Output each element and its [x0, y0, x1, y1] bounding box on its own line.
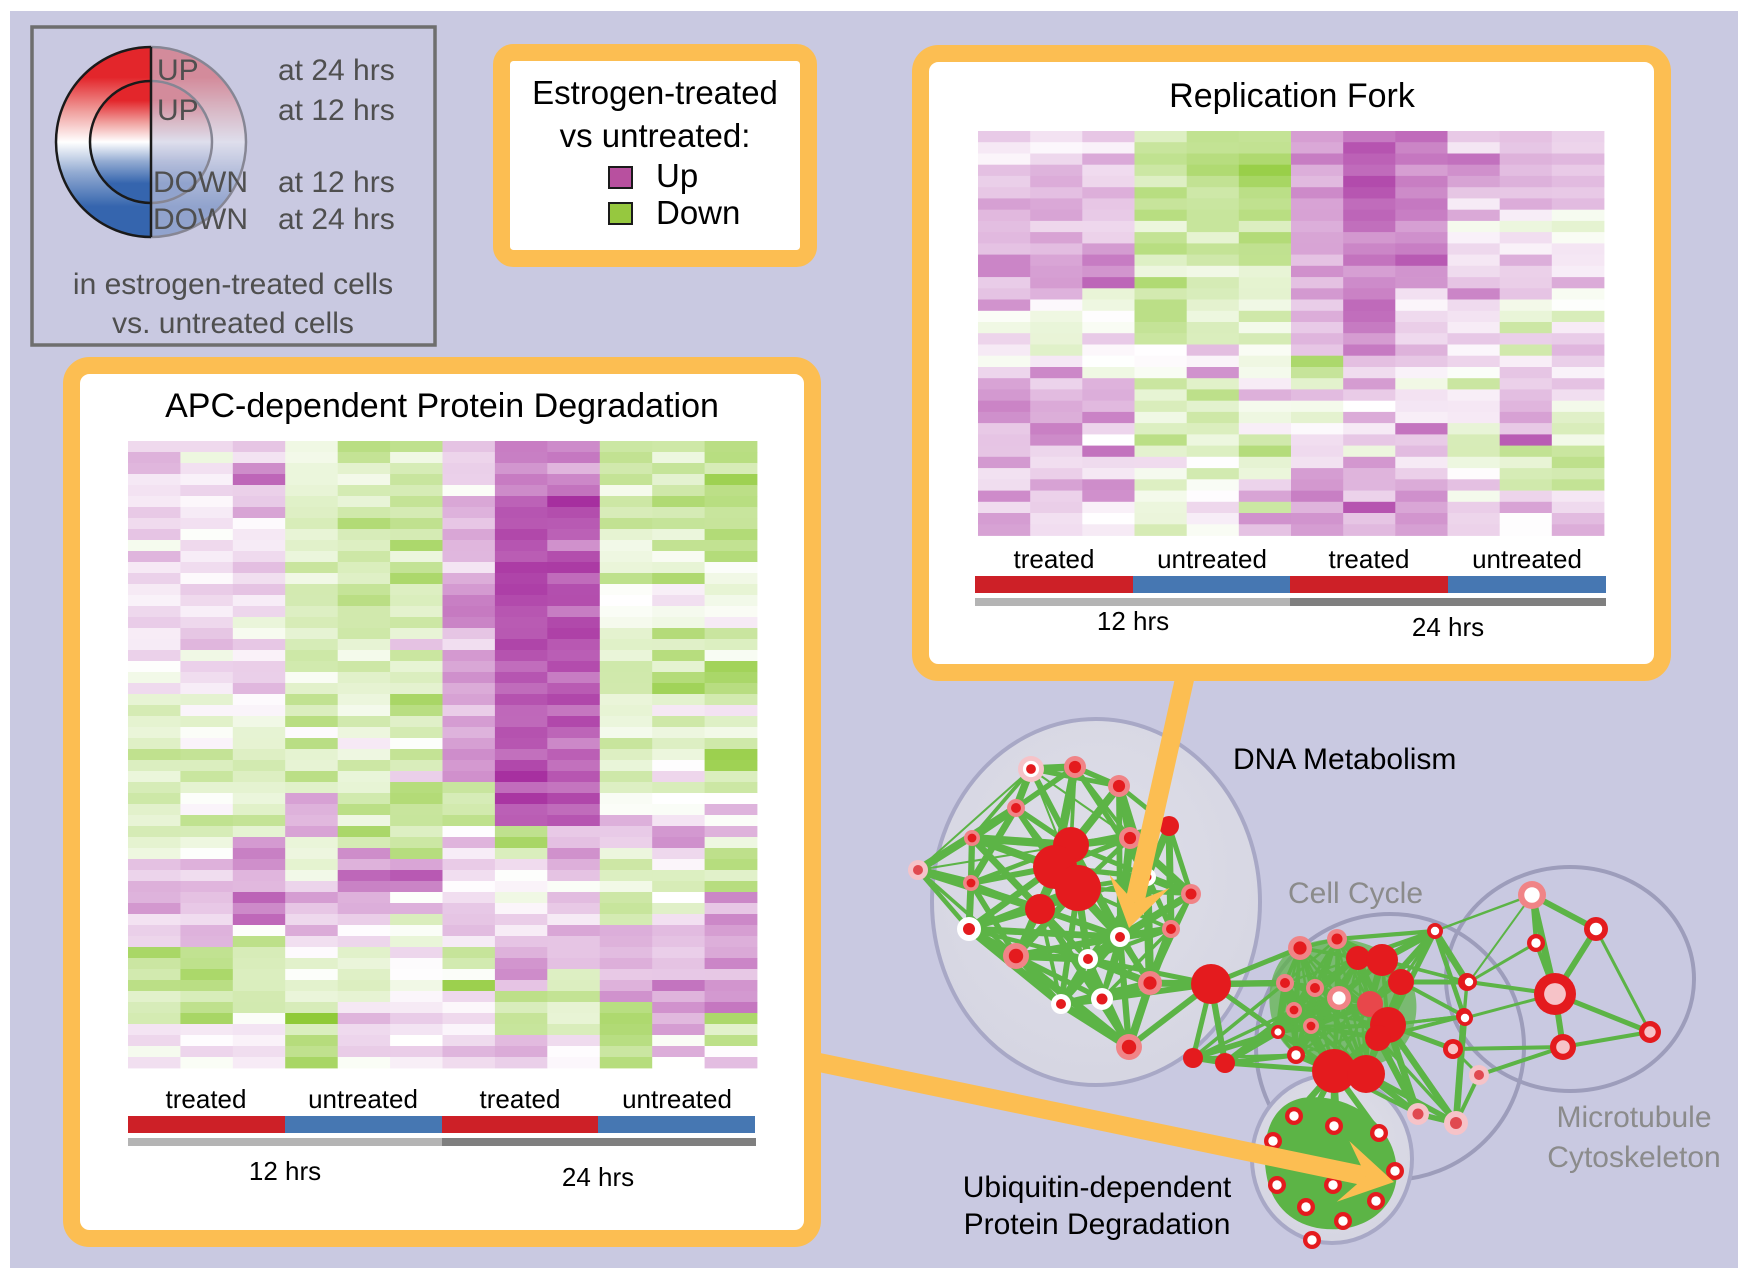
svg-text:at 12 hrs: at 12 hrs [278, 166, 395, 199]
svg-text:Up: Up [656, 157, 698, 194]
svg-text:DOWN: DOWN [153, 166, 248, 199]
svg-text:Estrogen-treated: Estrogen-treated [532, 74, 778, 111]
svg-text:UP: UP [157, 94, 199, 127]
svg-text:at 24 hrs: at 24 hrs [278, 54, 395, 87]
svg-text:Cytoskeleton: Cytoskeleton [1547, 1141, 1720, 1174]
svg-text:Cell Cycle: Cell Cycle [1288, 877, 1423, 910]
svg-text:at 12 hrs: at 12 hrs [278, 94, 395, 127]
svg-text:untreated: untreated [308, 1084, 418, 1114]
svg-text:APC-dependent Protein Degradat: APC-dependent Protein Degradation [165, 387, 719, 425]
svg-text:untreated: untreated [1472, 544, 1582, 574]
svg-text:Down: Down [656, 194, 740, 231]
svg-text:vs untreated:: vs untreated: [560, 117, 751, 154]
svg-text:12 hrs: 12 hrs [249, 1156, 321, 1186]
svg-text:treated: treated [480, 1084, 561, 1114]
svg-text:UP: UP [157, 54, 199, 87]
svg-text:24 hrs: 24 hrs [562, 1162, 634, 1192]
svg-text:Ubiquitin-dependent: Ubiquitin-dependent [963, 1171, 1232, 1204]
svg-text:DNA Metabolism: DNA Metabolism [1233, 743, 1456, 776]
svg-text:24 hrs: 24 hrs [1412, 612, 1484, 642]
svg-text:treated: treated [166, 1084, 247, 1114]
svg-text:in estrogen-treated cells: in estrogen-treated cells [73, 268, 393, 301]
svg-text:treated: treated [1014, 544, 1095, 574]
svg-text:untreated: untreated [622, 1084, 732, 1114]
svg-text:Microtubule: Microtubule [1556, 1101, 1711, 1134]
svg-text:untreated: untreated [1157, 544, 1267, 574]
svg-text:at 24 hrs: at 24 hrs [278, 203, 395, 236]
svg-text:DOWN: DOWN [153, 203, 248, 236]
svg-text:Replication Fork: Replication Fork [1169, 77, 1416, 115]
svg-text:treated: treated [1329, 544, 1410, 574]
svg-text:vs. untreated cells: vs. untreated cells [112, 307, 354, 340]
svg-text:12 hrs: 12 hrs [1097, 606, 1169, 636]
svg-text:Protein Degradation: Protein Degradation [964, 1208, 1231, 1241]
